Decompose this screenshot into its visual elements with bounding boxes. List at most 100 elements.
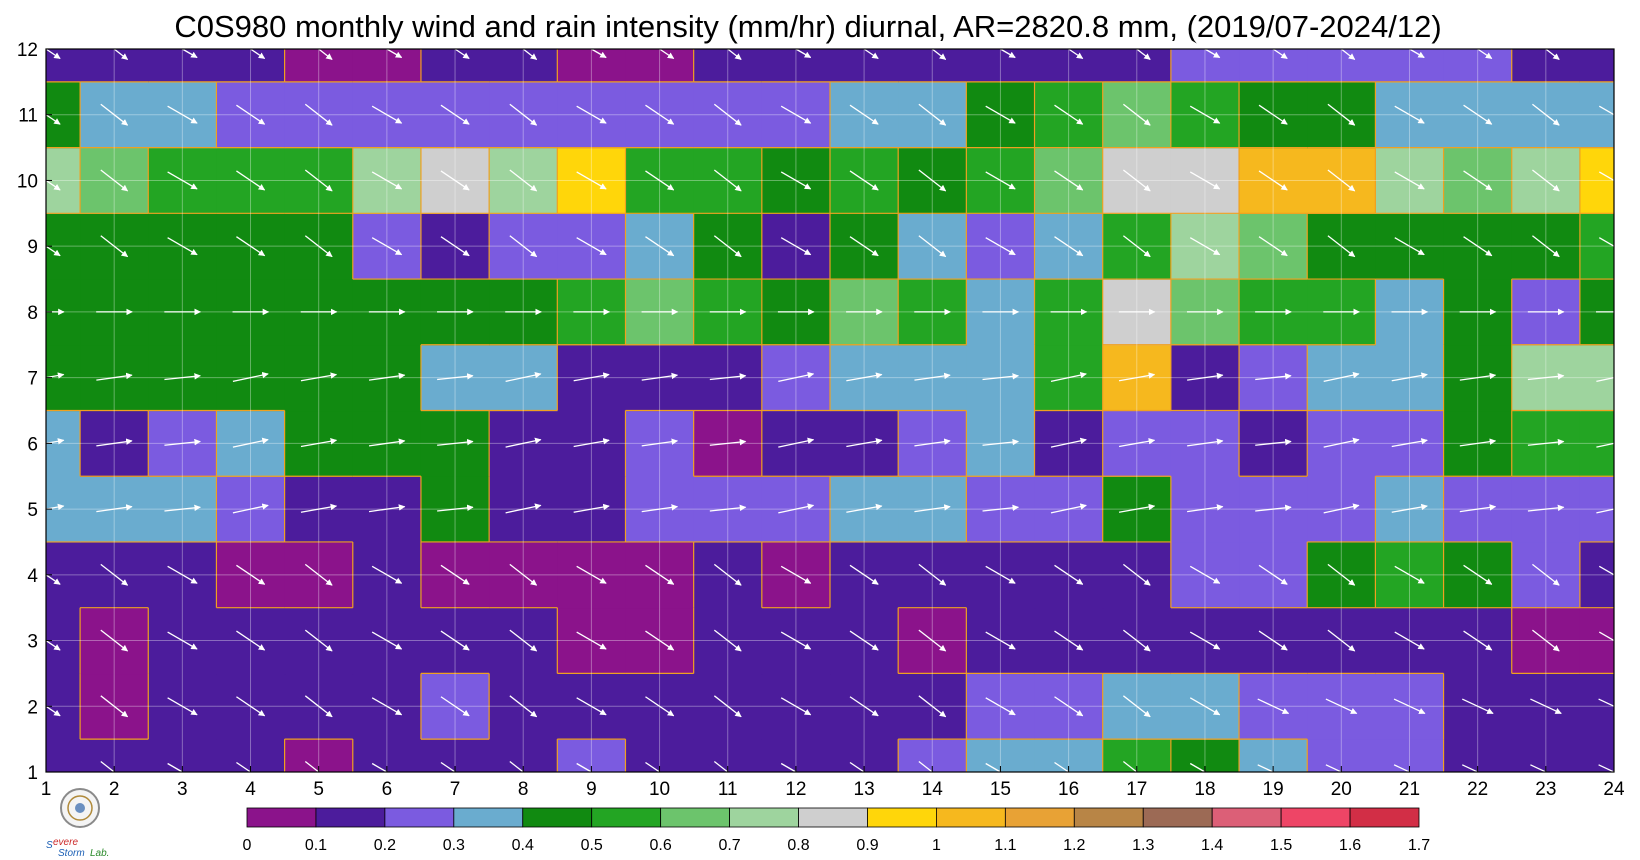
rain-cell [46,739,81,772]
wind-arrow [1258,236,1288,257]
wind-arrow [236,564,266,585]
wind-arrow [100,169,129,192]
wind-arrow [709,438,747,446]
x-tick-label: 5 [313,779,324,800]
rain-cell [46,49,81,83]
wind-arrow [1394,631,1425,650]
x-tick-label: 7 [450,779,461,800]
wind-arrow [1391,438,1428,448]
wind-arrow [304,629,333,652]
wind-arrow [509,235,538,258]
wind-arrow [1118,438,1156,448]
wind-arrow [1255,438,1292,446]
wind-arrow [849,170,879,191]
x-tick-label: 22 [1467,779,1488,800]
colorbar-label: 1.3 [1132,837,1154,854]
wind-arrow [167,105,198,124]
wind-arrow [96,504,133,513]
wind-arrow [713,103,742,126]
colorbar-label: 1.2 [1063,837,1085,854]
wind-arrow [1118,503,1156,513]
colorbar-label: 0.5 [581,837,603,854]
wind-arrow [780,631,812,650]
wind-arrow [918,169,947,192]
wind-arrow [1391,372,1428,382]
y-tick-label: 11 [18,106,38,127]
colorbar-label: 0.4 [512,837,534,854]
x-tick-label: 23 [1535,779,1556,800]
wind-arrow [713,169,742,192]
wind-arrow [371,631,403,650]
wind-arrow [304,103,333,126]
wind-arrow [1532,103,1560,126]
wind-arrow [1327,235,1356,258]
wind-arrow [368,504,406,513]
rain-cell [1170,49,1240,83]
rain-cell [148,49,218,83]
wind-arrow [1463,236,1493,257]
wind-arrow [232,437,269,448]
wind-arrow [1122,563,1151,586]
colorbar-swatch [1280,807,1351,828]
x-tick-label: 21 [1399,779,1420,800]
wind-arrow [1054,630,1084,651]
wind-arrow [1050,371,1087,383]
y-tick-label: 9 [27,237,38,258]
y-tick-label: 1 [27,763,38,784]
rain-cell [1034,49,1104,83]
wind-arrow [849,696,879,717]
wind-arrow [985,105,1016,124]
colorbar-label: 0.7 [718,837,740,854]
x-tick-label: 4 [245,779,256,800]
wind-arrow [1255,504,1292,512]
y-tick-label: 2 [27,697,38,718]
wind-arrow [100,235,129,258]
wind-arrow [576,171,607,190]
rain-cell [1579,607,1614,675]
wind-arrow [849,236,879,257]
wind-arrow [918,695,947,718]
wind-arrow [1463,170,1493,191]
wind-arrow [100,629,129,652]
colorbar-label: 0.2 [374,837,396,854]
wind-arrow [1527,373,1565,381]
wind-arrow [437,438,474,446]
wind-arrow [1187,438,1224,447]
wind-arrow [1122,695,1151,718]
wind-arrow [300,372,338,382]
wind-arrow [100,563,129,586]
x-tick-label: 16 [1058,779,1079,800]
wind-arrow [505,503,542,514]
wind-arrow [849,104,879,125]
colorbar-label: 1.7 [1408,837,1430,854]
wind-arrow [167,237,198,256]
colorbar-swatch [660,807,730,828]
wind-arrow [576,565,607,584]
y-tick-label: 12 [17,40,38,61]
rain-cell [1579,541,1614,609]
wind-arrow [164,373,201,381]
wind-arrow [1327,629,1356,652]
wind-arrow [918,235,947,258]
svg-text:Lab.: Lab. [90,848,109,859]
wind-arrow [914,438,951,447]
wind-arrow [985,565,1016,584]
wind-arrow [918,629,947,652]
wind-arrow [645,630,675,651]
y-tick-label: 10 [17,171,38,192]
colorbar-label: 1.5 [1270,837,1292,854]
wind-arrow [1459,438,1497,447]
wind-arrow [304,563,333,586]
wind-arrow [1527,438,1565,446]
rain-cell [966,49,1036,83]
colorbar-swatch [384,807,455,828]
wind-arrow [304,235,333,258]
wind-arrow [849,630,879,651]
rain-cell [1375,49,1445,83]
x-tick-label: 8 [518,779,529,800]
wind-arrow [1187,504,1224,513]
rain-cell [1579,673,1614,740]
x-tick-label: 12 [785,779,806,800]
wind-arrow [576,697,607,716]
